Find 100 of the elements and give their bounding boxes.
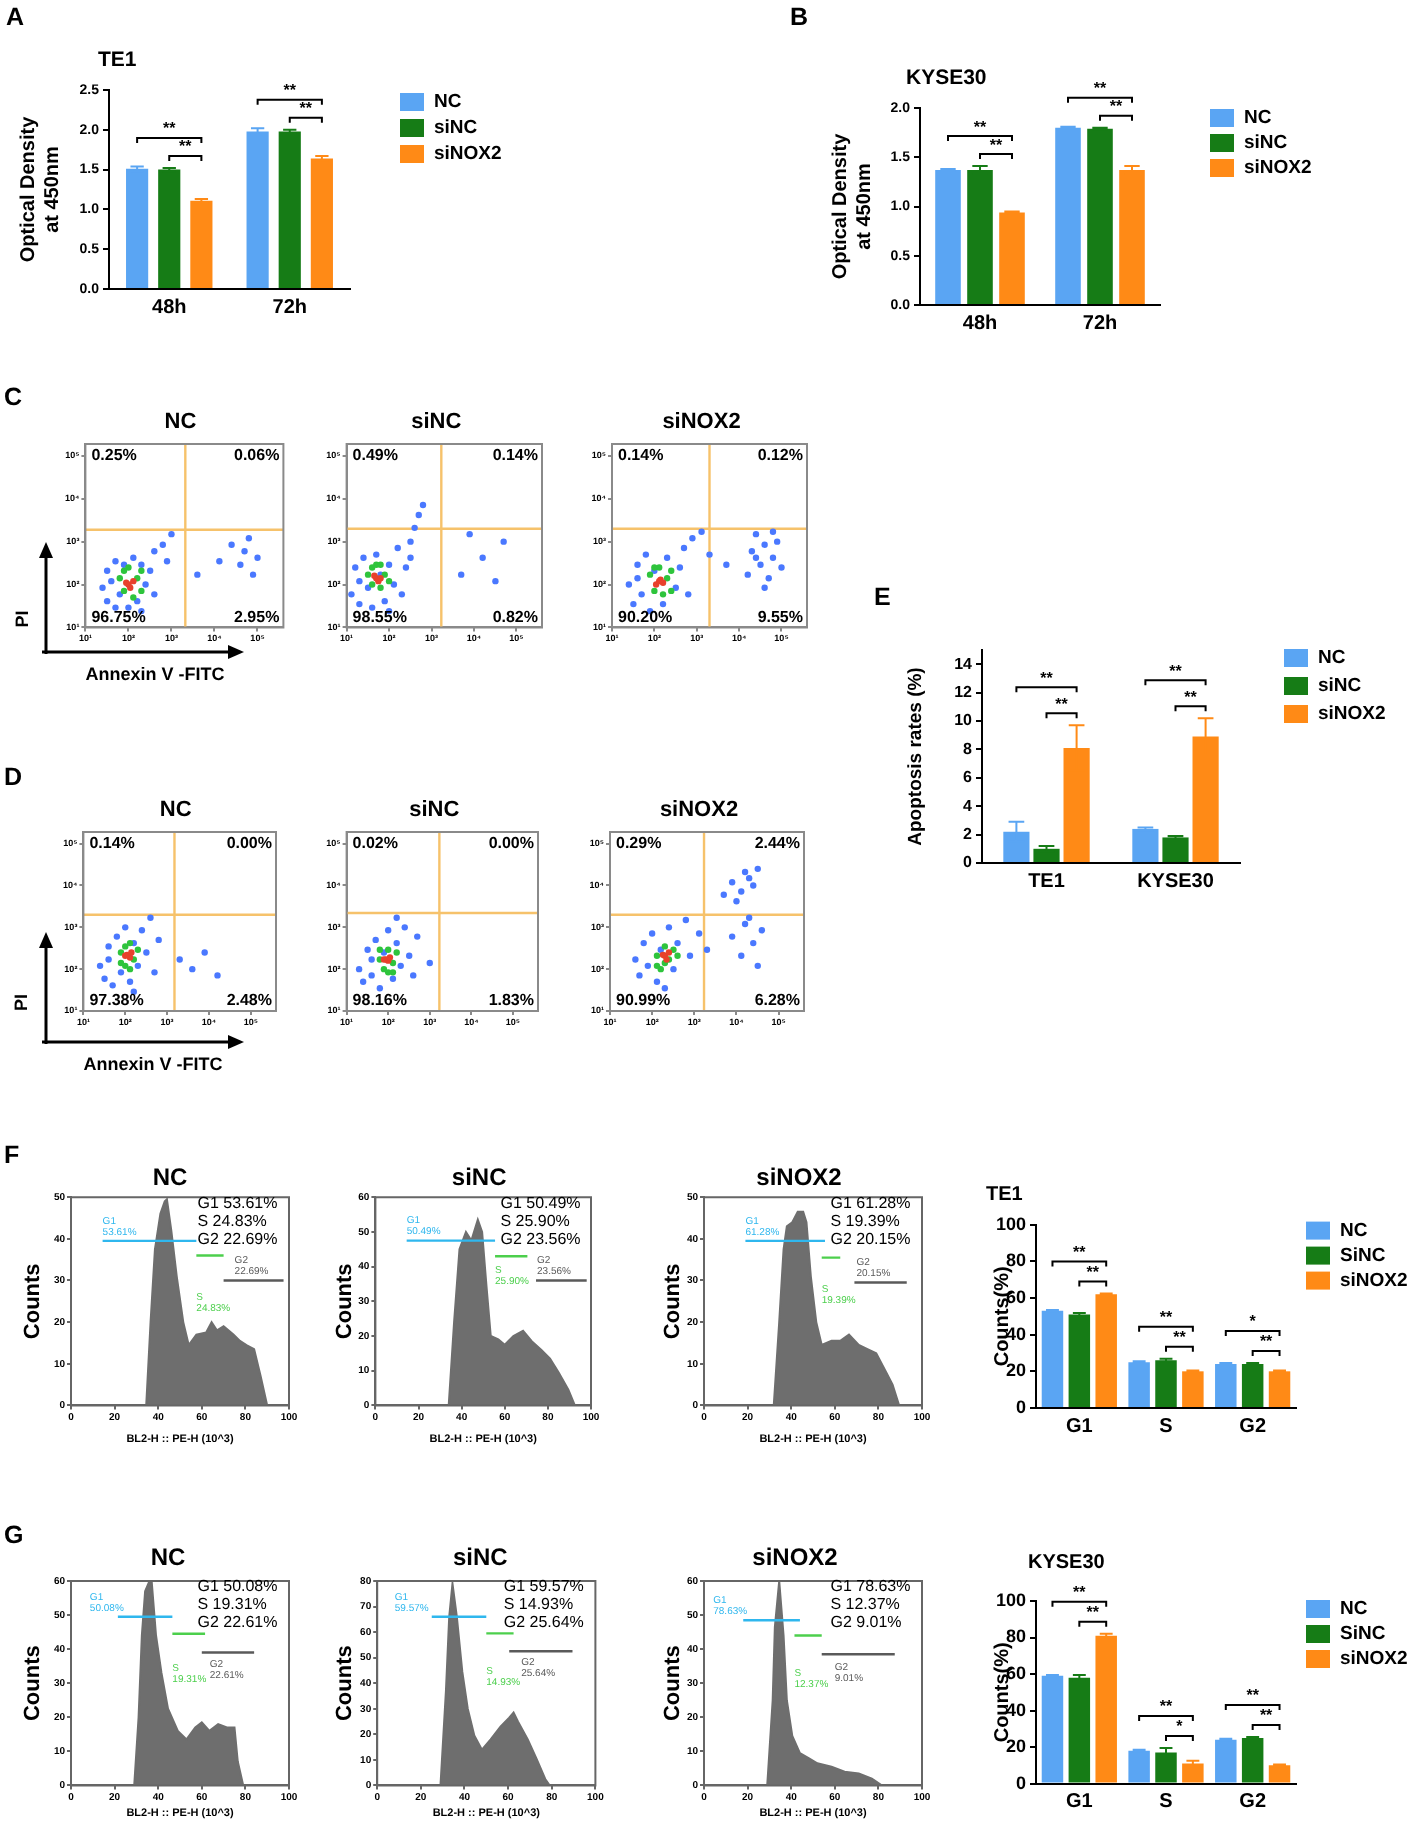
annotation: 9.55% [757, 607, 803, 626]
chart-title: siNC [411, 410, 462, 435]
x-tick-label: G2 [1239, 1791, 1267, 1814]
chart-title: siNOX2 [756, 1162, 843, 1191]
annotation: 0.29% [616, 834, 662, 853]
x-tick-label: 72h [272, 296, 307, 319]
annotation: ** [299, 99, 314, 118]
annotation: 0.06% [234, 446, 280, 465]
annotation: G2 23.56% [500, 1229, 581, 1248]
annotation: ** [1073, 1583, 1088, 1602]
text: C [4, 382, 23, 411]
y-axis-title: Counts [661, 1645, 686, 1722]
chart-title: KYSE30 [906, 65, 987, 90]
y-axis-title: Counts [21, 1645, 46, 1722]
legend-label: NC [1340, 1598, 1368, 1621]
annotation: ** [1169, 661, 1184, 680]
annotation: 0.14% [492, 446, 538, 465]
annotation: 96.75% [91, 607, 146, 626]
chart-title: NC [152, 1162, 188, 1191]
annotation: ** [283, 81, 298, 100]
legend-label: NC [1318, 647, 1346, 670]
annotation: G2 9.01% [830, 1613, 902, 1632]
annotation: ** [179, 137, 194, 156]
y-axis-title: Counts [333, 1263, 358, 1340]
legend-label: siNC [434, 117, 478, 140]
annotation: G2 22.61% [197, 1613, 278, 1632]
annotation: G2 25.64% [503, 1613, 584, 1632]
legend-label: siNC [1318, 675, 1362, 698]
annotation: G2 20.15% [830, 1229, 911, 1248]
annotation: ** [973, 117, 988, 136]
annotation: * [1176, 1717, 1185, 1736]
annotation: G1 50.49% [500, 1193, 581, 1212]
chart-title: TE1 [986, 1184, 1024, 1207]
chart-title: NC [159, 798, 192, 823]
y-tick-label: 100 [995, 1213, 1026, 1234]
annotation: 0.12% [757, 446, 803, 465]
annotation: G1 50.08% [197, 1577, 278, 1596]
annotation: 0.00% [226, 834, 272, 853]
annotation: 0.00% [488, 834, 534, 853]
annotation: ** [1246, 1686, 1261, 1705]
annotation: ** [1259, 1332, 1275, 1351]
y-axis-title: PI [11, 993, 32, 1011]
chart-title: TE1 [98, 47, 137, 72]
annotation: 2.48% [226, 991, 272, 1010]
legend-label: SiNC [1340, 1623, 1386, 1646]
annotation: ** [1040, 668, 1055, 687]
y-axis-title: Optical Density at 450nm [17, 115, 64, 263]
chart-title: siNC [451, 1162, 508, 1191]
annotation: G1 53.61% [197, 1193, 278, 1212]
text: A [6, 2, 25, 31]
annotation: G1 78.63% [830, 1577, 911, 1596]
annotation: S 19.31% [197, 1595, 267, 1614]
annotation: S 19.39% [830, 1211, 900, 1230]
annotation: 90.99% [616, 991, 671, 1010]
chart-title: NC [150, 1542, 186, 1571]
annotation: ** [989, 135, 1004, 154]
y-axis-title: PI [11, 610, 32, 628]
annotation: ** [1259, 1706, 1275, 1725]
annotation: 0.02% [352, 834, 398, 853]
annotation: S 14.93% [503, 1595, 574, 1614]
annotation: 90.20% [618, 607, 673, 626]
chart-title: siNOX2 [659, 798, 739, 823]
y-tick-label: 8 [963, 739, 974, 758]
chart-title: siNC [452, 1542, 509, 1571]
x-tick-label: 48h [962, 312, 998, 335]
annotation: ** [1073, 1242, 1088, 1261]
annotation: G2 22.69% [197, 1229, 278, 1248]
annotation: ** [1086, 1603, 1101, 1622]
x-tick-label: G1 [1065, 1791, 1094, 1814]
annotation: 98.16% [352, 991, 407, 1010]
y-tick-label: 2 [963, 825, 974, 844]
legend-label: siNOX2 [434, 143, 502, 166]
x-tick-label: G1 [1065, 1415, 1094, 1438]
annotation: ** [163, 119, 178, 138]
annotation: ** [1109, 97, 1124, 116]
y-tick-label: 0 [963, 853, 974, 872]
text: G [4, 1520, 24, 1549]
legend-label: NC [1340, 1219, 1368, 1242]
annotation: ** [1055, 694, 1070, 713]
x-tick-label: G2 [1239, 1415, 1267, 1438]
legend-label: siNOX2 [1244, 157, 1312, 180]
chart-title: NC [164, 410, 197, 435]
y-axis-title: Apoptosis rates (%) [904, 667, 927, 846]
annotation: 6.28% [754, 991, 800, 1010]
legend-label: SiNC [1340, 1244, 1386, 1267]
chart-title: KYSE30 [1028, 1551, 1106, 1574]
annotation: 0.14% [618, 446, 664, 465]
legend-label: siNOX2 [1340, 1269, 1408, 1292]
y-tick-label: 100 [995, 1589, 1026, 1610]
annotation: 0.14% [89, 834, 135, 853]
x-axis-title: Annexin V -FITC [83, 1054, 224, 1075]
y-tick-label: 14 [954, 654, 974, 673]
y-tick-label: 20 [1005, 1360, 1026, 1381]
annotation: 98.55% [352, 607, 407, 626]
y-tick-label: 4 [963, 796, 974, 815]
text: D [4, 762, 23, 791]
y-tick-label: 6 [963, 768, 974, 787]
annotation: 0.25% [91, 446, 137, 465]
y-tick-label: 20 [1005, 1736, 1026, 1757]
chart-title: siNOX2 [752, 1542, 839, 1571]
